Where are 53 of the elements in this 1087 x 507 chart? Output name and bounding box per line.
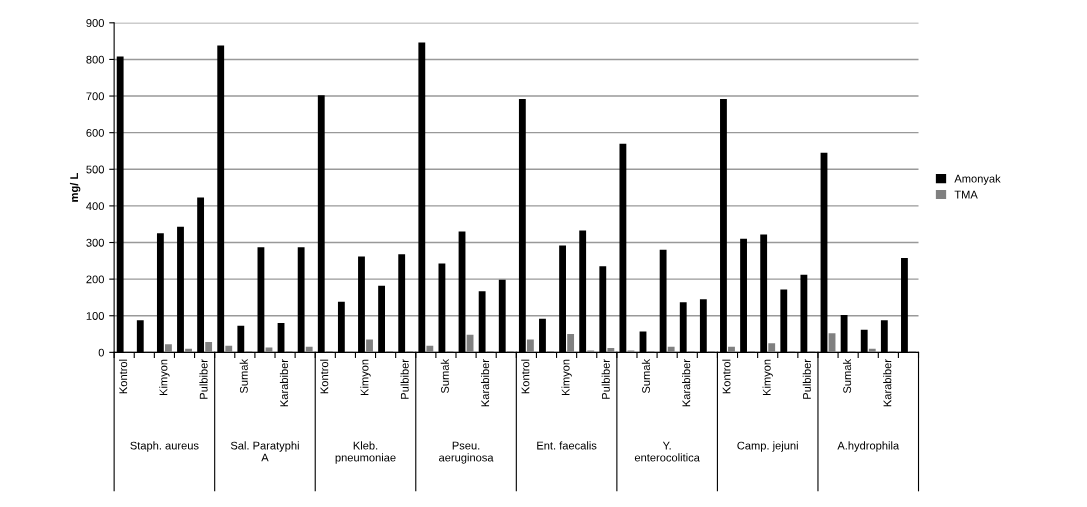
x-tick-label: Karabiber (883, 359, 892, 407)
x-tick-label: Kimyon (360, 359, 371, 396)
bar (305, 346, 313, 353)
x-tick-label: Kimyon (561, 359, 572, 396)
x-tick-label: Pulbiber (199, 359, 208, 399)
bar (205, 342, 213, 353)
text: A.hydrophila (837, 441, 900, 452)
x-tick-label: Kontrol (722, 359, 731, 394)
y-tick-label: 0 (98, 348, 104, 357)
x-tick-label: Karabiber (279, 359, 289, 407)
y-tick-label: 400 (86, 202, 104, 211)
text: Kleb. pneumoniae (335, 441, 396, 464)
text: Y. enterocolitica (634, 441, 700, 462)
x-tick-label: Pulbiber (601, 359, 610, 399)
y-tick-label: 600 (86, 128, 104, 137)
bar (426, 345, 434, 353)
bar (607, 347, 615, 353)
x-tick-label: Kontrol (521, 359, 530, 394)
y-tick-label: 100 (86, 312, 104, 320)
x-tick-label: Kimyon (159, 359, 170, 396)
bar (768, 343, 776, 353)
y-tick-label: 900 (86, 19, 104, 27)
x-tick-label: Sumak (440, 358, 449, 394)
y-tick-label: 500 (86, 165, 104, 174)
text: Staph. aureus (130, 441, 199, 452)
x-tick-label: Kontrol (119, 359, 128, 394)
x-tick-label: Karabiber (682, 359, 691, 407)
x-tick-label: Pulbiber (802, 359, 811, 399)
text: Camp. jejuni (737, 441, 798, 452)
bar (165, 344, 172, 353)
bar (667, 346, 675, 353)
bar (728, 346, 735, 353)
text: Pseu. aeruginosa (439, 441, 494, 464)
bar (567, 334, 575, 353)
x-tick-label: Sumak (239, 358, 248, 394)
x-tick-label: Sumak (842, 358, 852, 394)
legend-label: TMA (954, 190, 978, 199)
x-tick-label: Kontrol (320, 359, 329, 394)
bar (526, 339, 534, 353)
y-tick-label: 200 (86, 275, 104, 284)
y-tick-label: 700 (86, 92, 104, 101)
y-axis-title: mg/ L (69, 173, 81, 202)
text: Ent. faecalis (537, 441, 597, 450)
x-tick-label: Pulbiber (400, 359, 409, 399)
x-tick-label: Kimyon (762, 359, 773, 396)
y-tick-label: 300 (86, 238, 104, 247)
x-tick-label: Karabiber (480, 359, 490, 407)
x-tick-label: Sumak (641, 358, 651, 394)
bar (225, 345, 233, 353)
text: Sal. Paratyphi A (230, 441, 299, 462)
legend-label: Amonyak (954, 174, 1001, 185)
bar (366, 339, 373, 353)
y-tick-label: 800 (86, 55, 104, 64)
